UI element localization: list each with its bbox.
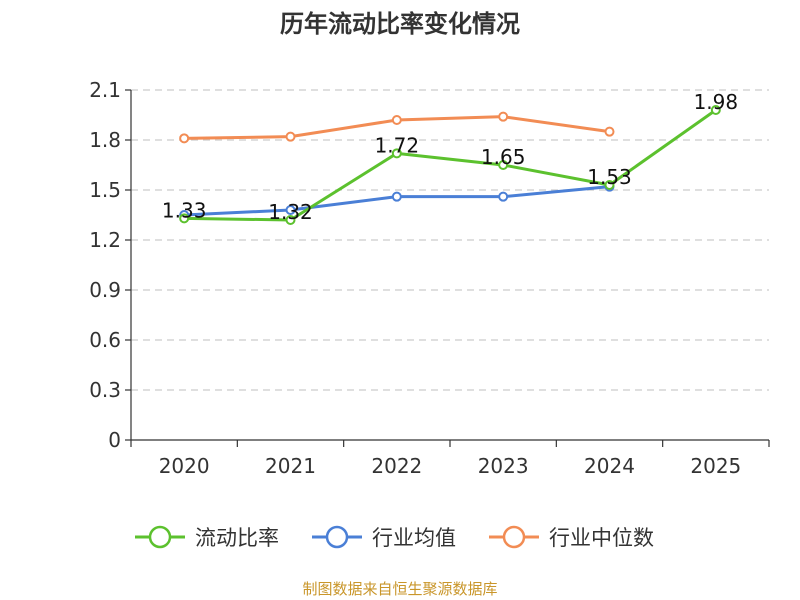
legend-marker: [502, 525, 526, 549]
data-label: 1.65: [481, 145, 526, 169]
y-tick-label: 0.9: [89, 278, 121, 302]
data-point: [604, 180, 615, 190]
data-label: 1.53: [587, 165, 632, 189]
y-tick-label: 0.3: [89, 378, 121, 402]
data-point: [498, 160, 509, 170]
data-point: [604, 126, 615, 137]
chart-title: 历年流动比率变化情况: [280, 10, 520, 38]
x-tick-label: 2021: [265, 454, 316, 478]
data-point: [285, 215, 296, 225]
series-group: [179, 105, 721, 225]
x-tick-label: 2025: [690, 454, 741, 478]
data-point: [710, 105, 721, 115]
legend-label: 流动比率: [195, 526, 279, 550]
legend-label: 行业均值: [372, 526, 456, 550]
data-label: 1.32: [268, 200, 313, 224]
data-label: 1.33: [162, 198, 207, 222]
x-tick-label: 2020: [159, 454, 210, 478]
data-point: [498, 191, 509, 202]
data-point: [285, 205, 296, 215]
axes: 0 0.3 0.6 0.9 1.2 1.5 1.8 2.1 2020 2021 2022 2023 20…: [89, 78, 770, 478]
y-tick-label: 0: [108, 428, 121, 452]
y-tick-label: 0.6: [89, 328, 121, 352]
legend-marker: [148, 525, 172, 549]
data-point: [391, 148, 402, 159]
data-point: [285, 131, 296, 142]
data-point: [498, 111, 509, 122]
y-tick-label: 1.8: [89, 128, 121, 152]
x-tick-label: 2024: [584, 454, 635, 478]
x-tick-label: 2023: [478, 454, 529, 478]
data-label: 1.98: [694, 90, 739, 114]
grid: [131, 89, 769, 391]
source-note: 制图数据来自恒生聚源数据库: [302, 580, 497, 598]
data-labels: 1.33 1.32 1.72 1.65 1.53 1.98: [162, 90, 738, 224]
x-tick-label: 2022: [371, 454, 422, 478]
data-point: [179, 133, 190, 144]
y-tick-label: 1.5: [89, 178, 121, 202]
data-point: [391, 115, 402, 125]
legend-label: 行业中位数: [549, 526, 654, 550]
data-point: [179, 213, 190, 224]
data-label: 1.72: [375, 133, 420, 157]
y-tick-label: 1.2: [89, 228, 121, 252]
legend-marker: [325, 525, 349, 549]
series-line-1: [182, 108, 718, 222]
data-point: [391, 191, 402, 202]
legend: 流动比率 行业均值 行业中位数: [135, 525, 654, 550]
y-tick-label: 2.1: [89, 78, 121, 102]
